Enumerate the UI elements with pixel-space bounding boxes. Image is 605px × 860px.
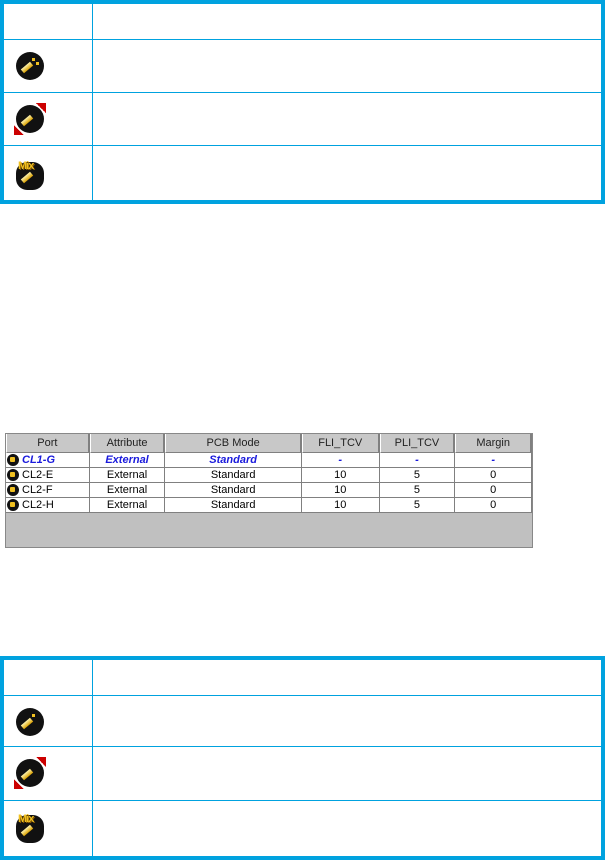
cell-text: 0 xyxy=(490,469,497,481)
cell-text: 10 xyxy=(334,469,347,481)
cell-pli-tcv: - xyxy=(379,453,456,468)
cell-port: CL1-G xyxy=(6,453,90,468)
table-row[interactable]: CL2-F External Standard 10 5 0 xyxy=(6,483,533,498)
port-mixed-icon: Mix xyxy=(14,160,46,192)
cell-text: External xyxy=(105,454,149,466)
legend-row xyxy=(4,695,601,746)
port-icon xyxy=(7,469,19,481)
cell-margin: 0 xyxy=(455,468,533,483)
cell-fli-tcv: 10 xyxy=(301,468,380,483)
cell-attribute: External xyxy=(89,498,166,513)
cell-pcb-mode: Standard xyxy=(165,468,302,483)
cell-text: Standard xyxy=(210,484,256,496)
legend-row: Mix xyxy=(4,145,601,204)
bottom-legend-table: Mix xyxy=(0,656,605,860)
port-blocked-icon xyxy=(14,757,46,789)
cell-text: CL1-G xyxy=(22,453,55,466)
cell-fli-tcv: - xyxy=(301,453,380,468)
cell-attribute: External xyxy=(89,483,166,498)
cell-pli-tcv: 5 xyxy=(379,498,456,513)
port-blocked-icon xyxy=(14,103,46,135)
cell-margin: - xyxy=(455,453,533,468)
port-icon xyxy=(7,484,19,496)
column-header-margin[interactable]: Margin xyxy=(455,434,532,453)
cell-pli-tcv: 5 xyxy=(379,468,456,483)
cell-text: - xyxy=(338,454,343,466)
table-row[interactable]: CL1-G External Standard - - - xyxy=(6,453,533,468)
legend-row: Mix xyxy=(4,800,601,859)
cell-text: External xyxy=(106,469,148,481)
cell-pcb-mode: Standard xyxy=(165,498,302,513)
cell-fli-tcv: 10 xyxy=(301,483,380,498)
port-grid: Port Attribute PCB Mode FLI_TCV PLI_TCV … xyxy=(5,433,533,548)
cell-text: External xyxy=(106,484,148,496)
column-divider xyxy=(92,660,93,856)
cell-text: Standard xyxy=(210,499,256,511)
cell-text: 5 xyxy=(413,484,421,496)
port-icon xyxy=(7,454,19,466)
cell-pli-tcv: 5 xyxy=(379,483,456,498)
cell-port: CL2-F xyxy=(6,483,90,498)
port-icon xyxy=(14,50,46,82)
cell-text: 10 xyxy=(334,499,347,511)
cell-margin: 0 xyxy=(455,483,533,498)
cell-text: CL2-H xyxy=(22,498,54,511)
cell-text: Standard xyxy=(209,454,257,466)
cell-text: 0 xyxy=(490,484,497,496)
cell-text: 5 xyxy=(413,499,421,511)
table-row[interactable]: CL2-H External Standard 10 5 0 xyxy=(6,498,533,513)
column-header-fli-tcv[interactable]: FLI_TCV xyxy=(301,434,380,453)
top-legend-table: Mix xyxy=(0,0,605,204)
port-icon xyxy=(7,499,19,511)
cell-text: - xyxy=(491,454,495,466)
cell-text: 5 xyxy=(413,469,421,481)
cell-port: CL2-E xyxy=(6,468,90,483)
cell-attribute: External xyxy=(89,453,166,468)
cell-text: External xyxy=(106,499,148,511)
port-icon xyxy=(14,706,46,738)
cell-text: CL2-E xyxy=(22,468,54,481)
cell-text: CL2-F xyxy=(22,483,53,496)
column-header-pli-tcv[interactable]: PLI_TCV xyxy=(379,434,456,453)
cell-pcb-mode: Standard xyxy=(165,453,302,468)
cell-port: CL2-H xyxy=(6,498,90,513)
port-mixed-icon: Mix xyxy=(14,813,46,845)
cell-margin: 0 xyxy=(455,498,533,513)
cell-fli-tcv: 10 xyxy=(301,498,380,513)
legend-row xyxy=(4,746,601,800)
cell-text: Standard xyxy=(210,469,256,481)
column-header-port[interactable]: Port xyxy=(6,434,90,453)
column-header-attribute[interactable]: Attribute xyxy=(89,434,166,453)
cell-text: 0 xyxy=(490,499,497,511)
legend-row xyxy=(4,92,601,145)
cell-text: 10 xyxy=(334,484,347,496)
table-row[interactable]: CL2-E External Standard 10 5 0 xyxy=(6,468,533,483)
cell-pcb-mode: Standard xyxy=(165,483,302,498)
cell-attribute: External xyxy=(89,468,166,483)
column-header-pcb-mode[interactable]: PCB Mode xyxy=(165,434,302,453)
legend-row xyxy=(4,39,601,92)
column-divider xyxy=(92,4,93,200)
cell-text: - xyxy=(415,454,419,466)
grid-header: Port Attribute PCB Mode FLI_TCV PLI_TCV … xyxy=(6,434,532,453)
